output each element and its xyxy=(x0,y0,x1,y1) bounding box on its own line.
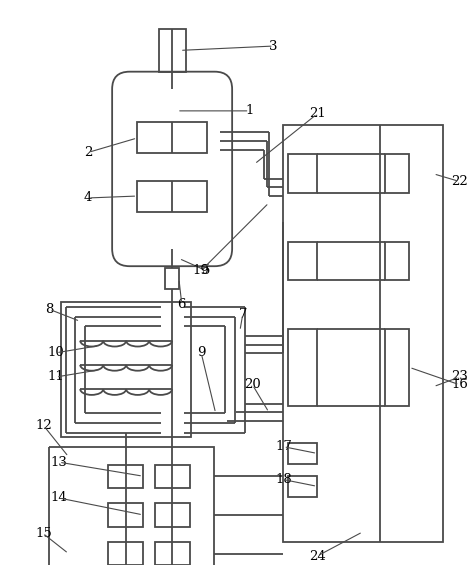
Text: 11: 11 xyxy=(48,370,64,383)
Text: 13: 13 xyxy=(51,456,68,468)
Text: 1: 1 xyxy=(245,104,254,117)
Bar xyxy=(288,328,318,406)
Text: 15: 15 xyxy=(35,528,52,540)
Bar xyxy=(61,302,191,437)
Text: 3: 3 xyxy=(270,40,278,53)
Bar xyxy=(288,476,318,497)
Text: 7: 7 xyxy=(239,308,247,321)
Text: 5: 5 xyxy=(202,264,210,277)
Text: 9: 9 xyxy=(197,346,205,359)
Text: 18: 18 xyxy=(275,473,292,486)
Bar xyxy=(137,122,207,153)
Bar xyxy=(385,242,409,280)
Text: 16: 16 xyxy=(451,378,468,391)
Text: 2: 2 xyxy=(84,146,92,159)
Bar xyxy=(385,328,409,406)
Text: 17: 17 xyxy=(275,440,292,453)
Bar xyxy=(159,29,186,72)
Bar xyxy=(108,542,143,565)
Bar xyxy=(108,503,143,526)
Text: 10: 10 xyxy=(48,346,64,359)
Bar xyxy=(108,464,143,488)
Bar xyxy=(155,542,189,565)
Text: 12: 12 xyxy=(35,419,52,432)
Bar xyxy=(137,181,207,211)
Text: 4: 4 xyxy=(84,192,92,204)
Text: 24: 24 xyxy=(309,549,325,563)
Text: 14: 14 xyxy=(51,491,67,505)
Text: 21: 21 xyxy=(309,107,325,121)
Bar xyxy=(166,268,179,289)
Text: 19: 19 xyxy=(193,264,210,277)
Text: 6: 6 xyxy=(178,298,186,311)
Bar xyxy=(155,503,189,526)
Text: 22: 22 xyxy=(451,175,468,188)
Bar xyxy=(283,125,443,541)
Bar xyxy=(288,242,318,280)
Bar xyxy=(288,443,318,464)
Text: 20: 20 xyxy=(244,378,261,391)
Bar xyxy=(155,464,189,488)
Bar xyxy=(49,447,214,574)
Bar xyxy=(288,154,318,193)
Text: 8: 8 xyxy=(45,302,53,316)
Bar xyxy=(385,154,409,193)
Text: 23: 23 xyxy=(451,370,468,383)
